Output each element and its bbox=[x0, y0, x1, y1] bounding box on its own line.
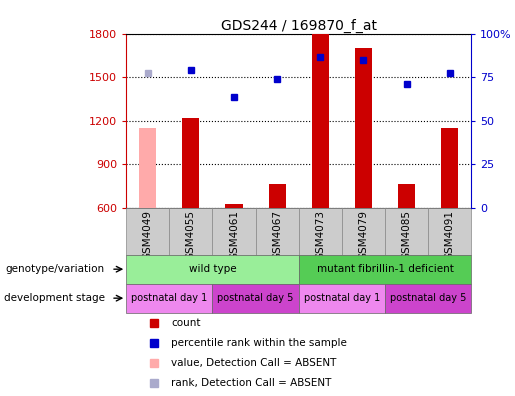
Bar bbox=[126, 208, 169, 255]
Bar bbox=[212, 208, 255, 255]
Text: GSM4067: GSM4067 bbox=[272, 210, 282, 260]
Bar bbox=[312, 34, 329, 208]
Bar bbox=[299, 255, 471, 284]
Text: GSM4091: GSM4091 bbox=[444, 210, 455, 260]
Bar bbox=[342, 208, 385, 255]
Bar bbox=[126, 255, 299, 284]
Text: postnatal day 5: postnatal day 5 bbox=[217, 293, 294, 303]
Bar bbox=[385, 284, 471, 313]
Text: wild type: wild type bbox=[188, 264, 236, 274]
Bar bbox=[385, 208, 428, 255]
Bar bbox=[226, 204, 243, 208]
Text: GSM4085: GSM4085 bbox=[402, 210, 411, 260]
Bar bbox=[441, 128, 458, 208]
Text: mutant fibrillin-1 deficient: mutant fibrillin-1 deficient bbox=[317, 264, 453, 274]
Bar bbox=[169, 208, 212, 255]
Text: percentile rank within the sample: percentile rank within the sample bbox=[171, 338, 347, 348]
Bar bbox=[182, 118, 199, 208]
Text: development stage: development stage bbox=[4, 293, 105, 303]
Text: GSM4079: GSM4079 bbox=[358, 210, 368, 260]
Text: GSM4073: GSM4073 bbox=[315, 210, 325, 260]
Text: postnatal day 1: postnatal day 1 bbox=[304, 293, 380, 303]
Bar bbox=[299, 284, 385, 313]
Bar bbox=[255, 208, 299, 255]
Bar bbox=[139, 128, 157, 208]
Bar bbox=[398, 185, 415, 208]
Text: GSM4055: GSM4055 bbox=[186, 210, 196, 260]
Text: value, Detection Call = ABSENT: value, Detection Call = ABSENT bbox=[171, 358, 336, 367]
Text: genotype/variation: genotype/variation bbox=[6, 264, 105, 274]
Text: count: count bbox=[171, 318, 200, 327]
Bar bbox=[355, 48, 372, 208]
Text: rank, Detection Call = ABSENT: rank, Detection Call = ABSENT bbox=[171, 378, 332, 388]
Text: GSM4061: GSM4061 bbox=[229, 210, 239, 260]
Bar bbox=[268, 185, 286, 208]
Text: postnatal day 1: postnatal day 1 bbox=[131, 293, 208, 303]
Title: GDS244 / 169870_f_at: GDS244 / 169870_f_at bbox=[221, 19, 376, 32]
Bar bbox=[428, 208, 471, 255]
Bar bbox=[212, 284, 299, 313]
Bar bbox=[299, 208, 342, 255]
Text: postnatal day 5: postnatal day 5 bbox=[390, 293, 466, 303]
Text: GSM4049: GSM4049 bbox=[143, 210, 153, 260]
Bar bbox=[126, 284, 212, 313]
